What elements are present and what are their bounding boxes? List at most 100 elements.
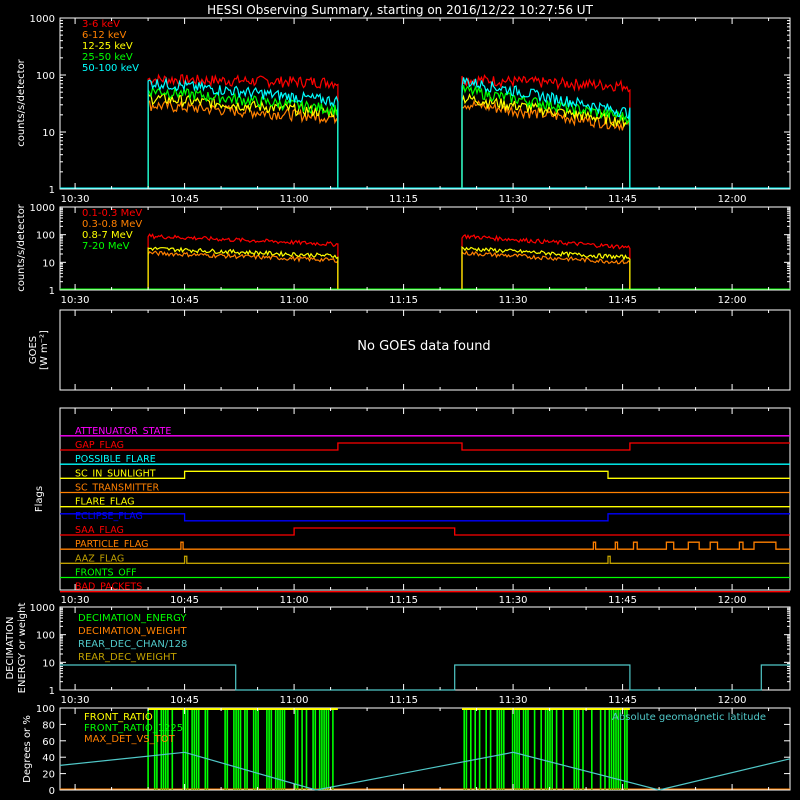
series-line-REAR_DEC_CHAN/128 xyxy=(60,664,790,691)
x-tick-label: 11:15 xyxy=(389,595,418,606)
y-tick-labels: 1 10 100 1000 xyxy=(30,14,790,196)
y-tick-label: 100 xyxy=(36,231,55,242)
legend-entry: DECIMATION_ENERGY xyxy=(78,613,187,624)
y-tick-label: 0 xyxy=(49,786,55,797)
y-tick-label: 10 xyxy=(42,658,55,669)
series-line-25-50 keV xyxy=(147,85,339,189)
y-axis-label: counts/s/detector xyxy=(16,203,27,291)
flag-label: PARTICLE_FLAG xyxy=(75,539,148,550)
panel-counts-low-energy: counts/s/detector 1 10 100 1000 3-6 keV6-12… xyxy=(16,14,791,196)
y-tick-label: 80 xyxy=(42,720,55,731)
y-tick-label: 1000 xyxy=(30,203,55,214)
plot-data xyxy=(60,233,790,290)
series-line-0.1-0.3 MeV xyxy=(147,233,339,290)
flag-lines xyxy=(60,435,790,593)
y-tick-label: 100 xyxy=(36,631,55,642)
x-tick-label: 11:00 xyxy=(280,595,309,606)
x-tick-label: 11:15 xyxy=(389,295,418,306)
y-tick-label: 100 xyxy=(36,71,55,82)
series-line-latitude xyxy=(59,751,791,791)
series-line-12-25 keV xyxy=(147,91,339,189)
y-tick-label: 10 xyxy=(42,128,55,139)
y-tick-label: 1000 xyxy=(30,603,55,614)
y-tick-label: 1 xyxy=(49,286,55,297)
series-line-6-12 keV xyxy=(147,100,339,189)
legend-entry: 0.8-7 MeV xyxy=(82,230,133,241)
y-tick-label: 1 xyxy=(49,686,55,697)
y-axis-label: Flags xyxy=(34,486,45,512)
panel-frame xyxy=(59,309,791,391)
flag-label: ECLIPSE_FLAG xyxy=(75,511,143,522)
legend-entry: REAR_DEC_CHAN/128 xyxy=(78,639,187,650)
plot-data xyxy=(60,73,790,189)
panel-ratios-latitude: Degrees or % 0 20 40 60 80 100 FRONT_RATIOFRO… xyxy=(22,704,791,797)
y-tick-label: 1000 xyxy=(30,14,55,25)
series-line-0.8-7 MeV xyxy=(147,246,339,290)
x-tick-label: 12:00 xyxy=(718,194,747,205)
x-tick-label: 10:45 xyxy=(170,595,199,606)
panel-frame xyxy=(59,206,791,291)
flag-label: GAP_FLAG xyxy=(75,440,124,451)
flag-label: FRONTS_OFF xyxy=(75,568,137,579)
x-tick-label: 10:30 xyxy=(61,695,90,706)
x-tick-label: 11:30 xyxy=(499,194,528,205)
y-tick-label: 100 xyxy=(36,704,55,715)
x-tick-label: 11:30 xyxy=(499,295,528,306)
legend-entry: 7-20 MeV xyxy=(82,241,130,252)
legend-entry: DECIMATION_WEIGHT xyxy=(78,626,187,637)
x-tick-label: 11:45 xyxy=(608,595,637,606)
x-tick-label: 12:00 xyxy=(718,295,747,306)
legend-entry: 0.1-0.3 MeV xyxy=(82,208,142,219)
series-line-50-100 keV xyxy=(147,76,339,189)
panel-flags: Flags ATTENUATOR_STATE GAP_FLAG POSSIBLE_F… xyxy=(34,407,791,593)
flag-label: FLARE_FLAG xyxy=(75,497,135,508)
x-tick-label: 10:45 xyxy=(170,295,199,306)
y-axis-label: Degrees or % xyxy=(22,715,33,783)
flag-line-ECLIPSE_FLAG xyxy=(60,513,790,522)
series-line-3-6 keV xyxy=(461,74,631,189)
legend-entry: 3-6 keV xyxy=(82,19,120,30)
x-tick-label: 11:00 xyxy=(280,295,309,306)
legend-entry: 50-100 keV xyxy=(82,63,139,74)
x-tick-label: 10:30 xyxy=(61,595,90,606)
legend-entry: FRONT_RATIO xyxy=(84,712,153,723)
x-tick-label: 10:30 xyxy=(61,295,90,306)
legend-entry: MAX_DET_VS_TOT xyxy=(84,734,176,745)
flag-label: BAD_PACKETS xyxy=(75,582,142,593)
series-line-50-100 keV xyxy=(461,77,631,189)
y-axis-label-line2: ENERGY or weight xyxy=(17,603,28,694)
plot-data xyxy=(60,664,790,691)
panel-counts-high-energy: counts/s/detector 1 10 100 1000 0.1-0.3 MeV… xyxy=(16,203,791,297)
flag-labels: ATTENUATOR_STATE GAP_FLAG POSSIBLE_FLARE SC… xyxy=(75,426,171,593)
x-axis-ticks: 10:30 10:45 11:00 11:15 11:30 11:45 12:00 10:30… xyxy=(61,18,770,790)
legend: DECIMATION_ENERGY DECIMATION_WEIGHT REAR_D… xyxy=(78,613,187,663)
legend-entry: 12-25 keV xyxy=(82,41,133,52)
x-tick-label: 12:00 xyxy=(718,695,747,706)
x-tick-label: 10:45 xyxy=(170,194,199,205)
no-data-message: No GOES data found xyxy=(357,339,490,354)
flag-label: SC_IN_SUNLIGHT xyxy=(75,468,156,479)
x-tick-label: 11:15 xyxy=(389,695,418,706)
y-tick-label: 1 xyxy=(49,185,55,196)
x-tick-label: 12:00 xyxy=(718,595,747,606)
series-line-6-12 keV xyxy=(461,99,631,189)
y-tick-label: 10 xyxy=(42,258,55,269)
x-tick-label: 10:45 xyxy=(170,695,199,706)
series-line-0.8-7 MeV xyxy=(461,246,631,290)
series-line-0.3-0.8 MeV xyxy=(147,250,339,290)
flag-line-GAP_FLAG xyxy=(60,442,790,451)
flag-label: SC_TRANSMITTER xyxy=(75,483,160,494)
flag-label: SAA_FLAG xyxy=(75,525,124,536)
flag-line-SAA_FLAG xyxy=(60,527,790,536)
x-tick-label: 11:45 xyxy=(608,295,637,306)
panel-goes: GOES [W m⁻²] No GOES data found xyxy=(28,309,791,391)
x-tick-label: 11:45 xyxy=(608,194,637,205)
flag-label: ATTENUATOR_STATE xyxy=(75,426,171,437)
flag-label: AAZ_FLAG xyxy=(75,553,124,564)
x-tick-label: 11:00 xyxy=(280,695,309,706)
legend-entry: REAR_DEC_WEIGHT xyxy=(78,652,177,663)
flag-line-SC_IN_SUNLIGHT xyxy=(60,470,790,479)
y-tick-label: 40 xyxy=(42,753,55,764)
